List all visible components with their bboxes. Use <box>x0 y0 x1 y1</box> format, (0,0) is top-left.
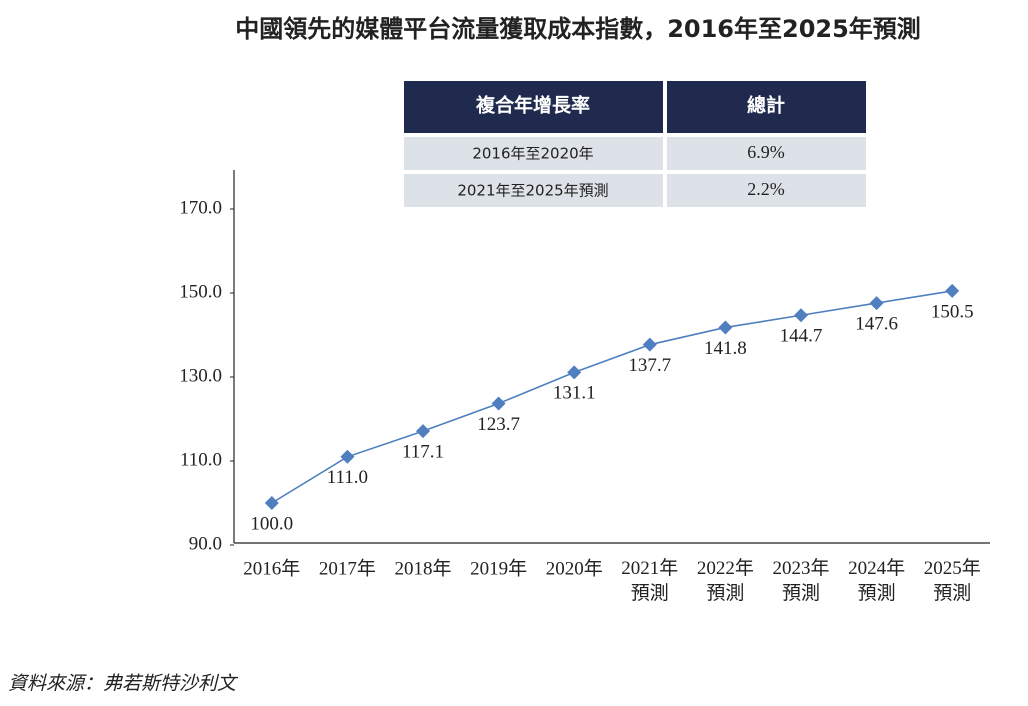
y-tick-label: 150.0 <box>179 281 222 302</box>
table-header: 複合年增長率 <box>475 94 590 117</box>
x-tick-label: 2021年預測 <box>621 557 678 604</box>
line <box>271 290 953 504</box>
marker <box>794 308 808 323</box>
data-label: 144.7 <box>780 326 823 347</box>
data-label: 100.0 <box>250 513 293 534</box>
x-tick-label: 2025年預測 <box>924 557 981 604</box>
data-label: 111.0 <box>327 467 368 488</box>
x-tick-label: 2018年 <box>394 557 451 579</box>
data-label: 150.5 <box>931 301 974 322</box>
x-tick-label: 2016年 <box>243 557 300 579</box>
marker <box>416 424 430 439</box>
chart-title: 中國領先的媒體平台流量獲取成本指數，2016年至2025年預測 <box>235 15 921 43</box>
marker <box>264 496 279 510</box>
y-tick-label: 170.0 <box>179 197 222 218</box>
table-cell <box>667 174 866 207</box>
data-label: 123.7 <box>477 414 520 435</box>
y-tick-label: 110.0 <box>180 449 222 470</box>
source-note: 資料來源：弗若斯特沙利文 <box>8 673 239 695</box>
data-label: 117.1 <box>402 442 444 463</box>
x-tick-label: 2017年 <box>319 557 376 579</box>
marker <box>642 337 657 352</box>
table-header-cell <box>404 81 663 133</box>
data-label: 147.6 <box>855 313 898 334</box>
marker <box>945 283 960 298</box>
y-tick-label: 90.0 <box>189 533 222 554</box>
table-header-cell <box>667 81 866 133</box>
marker <box>718 320 733 335</box>
marker <box>567 365 582 380</box>
marker <box>491 396 506 411</box>
x-tick-label: 2023年預測 <box>772 557 829 604</box>
x-tick-label: 2020年 <box>546 557 603 579</box>
table-text: 2.2% <box>747 179 785 199</box>
x-tick-label: 2024年預測 <box>848 557 905 604</box>
y-tick-label: 130.0 <box>179 365 222 386</box>
data-label: 131.1 <box>553 383 596 404</box>
table-text: 2016年至2020年 <box>472 145 593 163</box>
table-text: 6.9% <box>747 142 785 162</box>
data-label: 141.8 <box>704 338 747 359</box>
table-header: 總計 <box>747 94 785 117</box>
table-cell <box>404 137 663 170</box>
data-label: 137.7 <box>628 355 671 376</box>
marker <box>869 296 884 311</box>
table-text: 2021年至2025年預測 <box>457 182 608 200</box>
table-cell <box>667 137 866 170</box>
table-cell <box>404 174 663 207</box>
marker <box>340 449 355 464</box>
x-tick-label: 2019年 <box>470 557 527 579</box>
x-tick-label: 2022年預測 <box>697 557 754 604</box>
